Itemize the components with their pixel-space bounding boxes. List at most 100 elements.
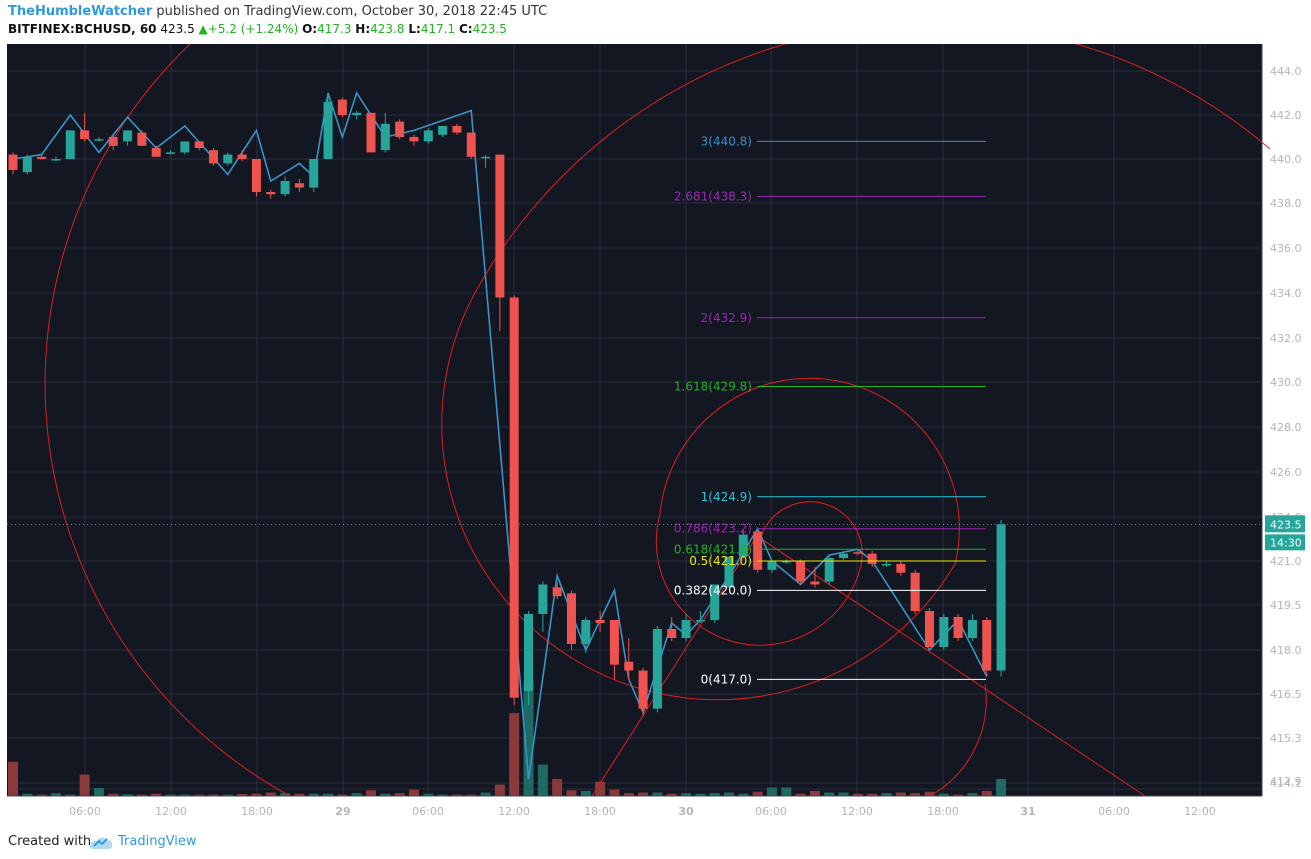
candle-body xyxy=(323,101,333,159)
footer-bar: Created with TradingView xyxy=(0,825,1311,859)
candle-body xyxy=(896,563,906,573)
price-tick-label: 438.0 xyxy=(1270,197,1302,210)
tradingview-logo-icon[interactable] xyxy=(88,833,114,851)
volume-bar xyxy=(437,794,448,796)
published-text: published on TradingView.com, October 30… xyxy=(152,4,548,19)
price-chart[interactable]: 3(440.8) 2.681(438.3) 2(432.9) 1.618(429.8)… xyxy=(0,44,1311,825)
volume-bar xyxy=(308,793,319,796)
volume-bar xyxy=(566,790,577,796)
candle-body xyxy=(8,154,18,170)
up-arrow-icon: ▲ xyxy=(198,22,208,36)
volume-bar xyxy=(22,793,33,796)
candle-body xyxy=(151,148,161,157)
volume-bar xyxy=(351,793,362,796)
last-price: 423.5 xyxy=(160,22,195,36)
time-tick-label: 06:00 xyxy=(755,805,787,818)
volume-bar xyxy=(36,794,47,796)
time-tick-label: 12:00 xyxy=(841,805,873,818)
volume-bar xyxy=(265,792,276,796)
volume-bar xyxy=(251,793,262,796)
fib-level-label: 0.786(423.2) xyxy=(674,522,752,536)
volume-bar xyxy=(752,791,763,796)
high-value: 423.8 xyxy=(370,22,405,36)
candle-body xyxy=(910,572,920,611)
volume-bar xyxy=(466,794,477,796)
volume-bar xyxy=(194,794,205,796)
time-tick-label: 18:00 xyxy=(241,805,273,818)
candle-body xyxy=(796,561,806,582)
volume-bar xyxy=(824,792,835,796)
candle-body xyxy=(366,112,376,153)
time-axis: 06:00 12:00 18:00 29 06:00 12:00 18:00 30 06:00 1… xyxy=(7,795,1262,818)
price-tags: 423.5 14:30 xyxy=(1265,515,1305,551)
spiral-arc-1 xyxy=(655,513,861,646)
spiral-arc-2 xyxy=(659,377,960,565)
candle-body xyxy=(638,670,648,709)
symbol-label[interactable]: BITFINEX:BCHUSD, 60 xyxy=(8,22,157,36)
time-tick-label: 12:00 xyxy=(1184,805,1216,818)
candle-body xyxy=(108,137,118,146)
candle-body xyxy=(710,584,720,620)
author-link[interactable]: TheHumbleWatcher xyxy=(8,4,153,19)
candle-body xyxy=(781,561,791,563)
low-label: L: xyxy=(408,22,421,36)
volume-bar xyxy=(867,793,878,796)
volume-bar xyxy=(366,790,376,796)
candle-body xyxy=(695,620,705,622)
candle-body xyxy=(824,558,834,582)
volume-bar xyxy=(981,790,992,796)
price-tick-label: 430.0 xyxy=(1270,376,1302,389)
close-value: 423.5 xyxy=(472,22,507,36)
tradingview-brand-link[interactable]: TradingView xyxy=(118,834,197,849)
fib-level-label: 2(432.9) xyxy=(701,311,752,325)
volume-bar xyxy=(881,793,892,796)
fib-level-label: 2.681(438.3) xyxy=(674,189,752,203)
price-tick-label: 415.3 xyxy=(1270,732,1302,745)
volume-bar xyxy=(451,794,462,796)
time-tick-label: 12:00 xyxy=(155,805,187,818)
candle-body xyxy=(94,139,104,141)
last-price-tag-bg xyxy=(1265,515,1305,533)
volume-bar xyxy=(222,794,233,796)
price-tick-label: 444.0 xyxy=(1270,65,1302,78)
volume-bar xyxy=(910,793,921,796)
countdown-tag-bg xyxy=(1265,534,1305,551)
price-tick-label: 428.0 xyxy=(1270,421,1302,434)
low-value: 417.1 xyxy=(420,22,456,36)
candle-body xyxy=(724,556,734,588)
candle-body xyxy=(652,629,662,709)
candle-body xyxy=(237,154,247,159)
spiral-ray xyxy=(756,535,1146,797)
time-tick-label: 18:00 xyxy=(927,805,959,818)
candle-body xyxy=(839,553,849,559)
price-tick-label: 434.0 xyxy=(1270,287,1302,300)
candle-body xyxy=(853,552,863,554)
candle-body xyxy=(609,620,619,665)
symbol-line: BITFINEX:BCHUSD, 60 423.5 ▲+5.2 (+1.24%)… xyxy=(8,22,507,36)
change-value: +5.2 (+1.24%) xyxy=(207,22,299,36)
volume-bar xyxy=(924,791,935,796)
volume-bar xyxy=(652,792,663,796)
candle-body xyxy=(194,141,204,148)
price-tick-label: 436.0 xyxy=(1270,242,1302,255)
volume-bar xyxy=(165,794,176,796)
price-tick-label: 421.0 xyxy=(1270,555,1302,568)
candle-body xyxy=(552,587,562,597)
candle-body xyxy=(280,181,290,195)
time-tick-label: 31 xyxy=(1020,805,1035,818)
candle-body xyxy=(953,617,963,638)
volume-bar xyxy=(724,792,734,796)
price-tick-label: 414.1 xyxy=(1270,777,1302,790)
candle-body xyxy=(466,132,476,157)
candle-body xyxy=(251,159,261,192)
candle-body xyxy=(337,99,347,115)
volume-bar xyxy=(122,794,133,796)
candle-body xyxy=(867,553,877,564)
fib-extension-levels: 3(440.8) 2.681(438.3) 2(432.9) 1.618(429.8)… xyxy=(7,134,1262,686)
volume-bar xyxy=(766,787,777,796)
fibonacci-spiral xyxy=(44,44,1271,797)
candle-body xyxy=(538,584,548,614)
volume-bar xyxy=(638,792,649,796)
volume-bar xyxy=(609,789,620,796)
candle-body xyxy=(924,611,934,647)
